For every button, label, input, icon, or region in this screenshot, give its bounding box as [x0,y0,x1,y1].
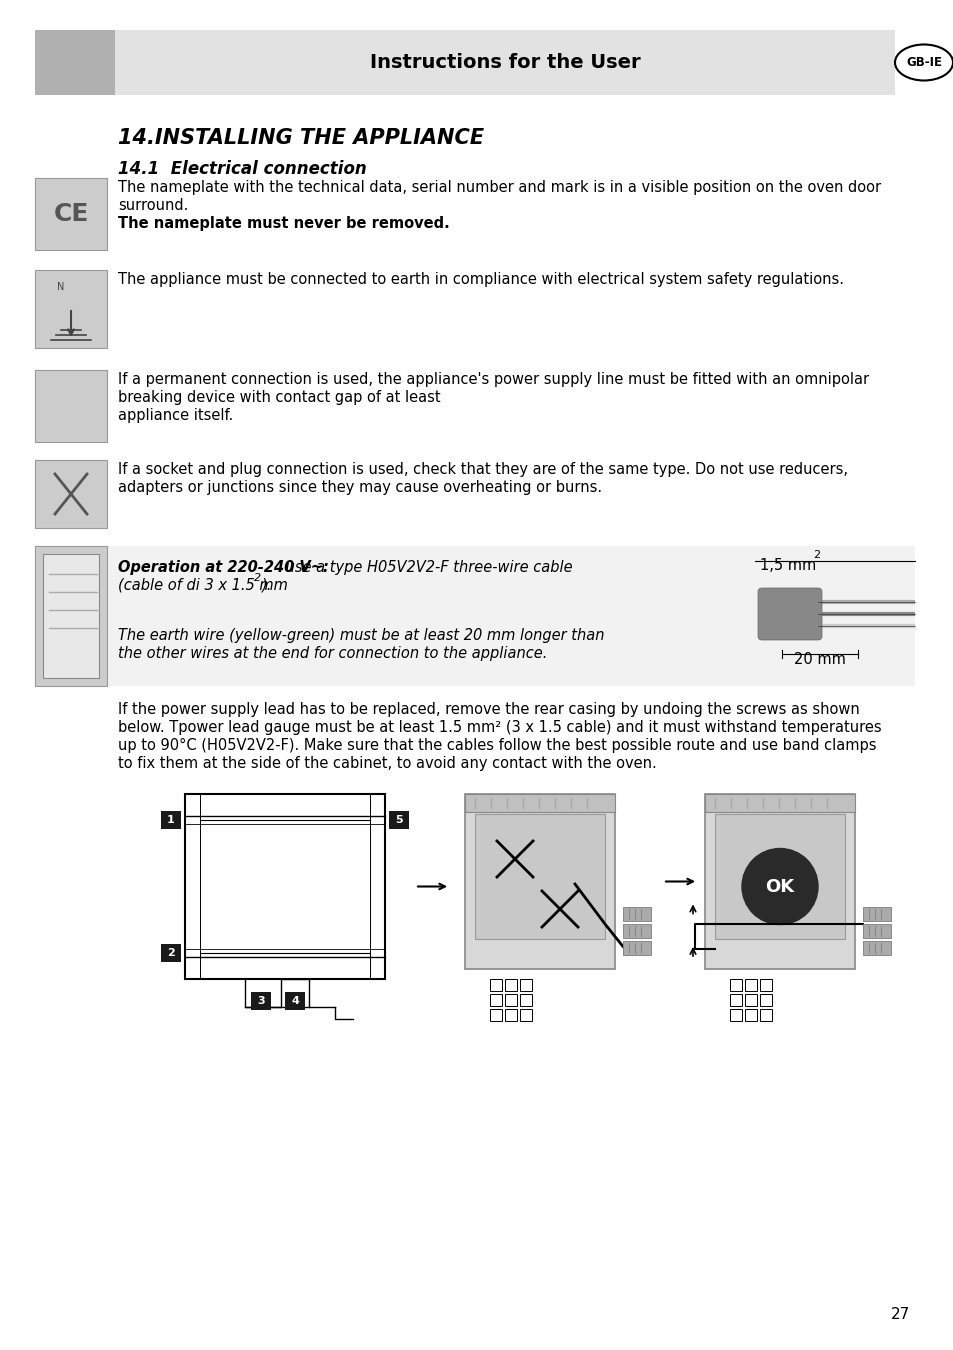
Bar [490,1008,501,1021]
Bar [862,923,890,938]
Text: ).: ). [261,578,272,593]
Text: 1,5 mm: 1,5 mm [760,558,816,572]
Ellipse shape [894,45,952,81]
Bar [35,30,115,95]
Text: appliance itself.: appliance itself. [118,408,233,423]
Bar [251,992,271,1010]
Text: 1: 1 [167,815,174,825]
Text: 3: 3 [257,996,265,1006]
Text: If a socket and plug connection is used, check that they are of the same type. D: If a socket and plug connection is used,… [118,462,847,477]
Bar [43,378,99,433]
Bar [714,814,844,940]
Bar [35,460,107,528]
Bar [744,1008,757,1021]
Bar [161,811,181,829]
Text: 4: 4 [291,996,298,1006]
Text: The appliance must be connected to earth in compliance with electrical system sa: The appliance must be connected to earth… [118,271,843,288]
Bar [862,941,890,954]
Bar [729,1008,741,1021]
Bar [35,545,107,686]
Text: Operation at 220-240 V~:: Operation at 220-240 V~: [118,560,329,575]
Bar [704,794,854,969]
Text: up to 90°C (H05V2V2-F). Make sure that the cables follow the best possible route: up to 90°C (H05V2V2-F). Make sure that t… [118,738,876,753]
Bar [35,178,107,250]
Bar [729,979,741,991]
Text: 14.INSTALLING THE APPLIANCE: 14.INSTALLING THE APPLIANCE [118,128,483,148]
Bar [504,994,517,1006]
Text: use a type H05V2V2-F three-wire cable: use a type H05V2V2-F three-wire cable [281,560,572,575]
Bar [43,554,99,678]
Bar [862,907,890,921]
Bar [35,545,914,686]
Bar [744,994,757,1006]
Text: CE: CE [53,202,89,225]
Text: If the power supply lead has to be replaced, remove the rear casing by undoing t: If the power supply lead has to be repla… [118,702,859,717]
Bar [622,923,650,938]
Bar [760,979,771,991]
Bar [490,994,501,1006]
Text: N: N [57,282,65,292]
Bar [43,282,99,298]
Bar [464,794,615,969]
Text: 5: 5 [395,815,402,825]
Bar [464,794,615,811]
Bar [115,30,894,95]
Text: to fix them at the side of the cabinet, to avoid any contact with the oven.: to fix them at the side of the cabinet, … [118,756,656,771]
Bar [475,814,604,940]
Bar [729,994,741,1006]
Bar [760,1008,771,1021]
Text: The earth wire (yellow-green) must be at least 20 mm longer than: The earth wire (yellow-green) must be at… [118,628,604,643]
Bar [704,794,854,811]
Text: adapters or junctions since they may cause overheating or burns.: adapters or junctions since they may cau… [118,481,601,495]
Bar [622,941,650,954]
Bar [519,979,532,991]
Text: 27: 27 [890,1307,909,1322]
Text: If a permanent connection is used, the appliance's power supply line must be fit: If a permanent connection is used, the a… [118,373,868,387]
Text: 2: 2 [167,948,174,958]
Bar [161,944,181,963]
Bar [744,979,757,991]
Bar [519,1008,532,1021]
Bar [35,370,107,441]
Bar [490,979,501,991]
Bar [185,794,385,979]
Bar [622,907,650,921]
Text: below. Tpower lead gauge must be at least 1.5 mm² (3 x 1.5 cable) and it must wi: below. Tpower lead gauge must be at leas… [118,720,881,734]
Circle shape [741,849,817,925]
Text: 14.1  Electrical connection: 14.1 Electrical connection [118,161,366,178]
Text: The nameplate must never be removed.: The nameplate must never be removed. [118,216,449,231]
Bar [35,270,107,348]
Text: 2: 2 [812,549,820,560]
Text: 20 mm: 20 mm [793,652,845,667]
Text: The nameplate with the technical data, serial number and mark is in a visible po: The nameplate with the technical data, s… [118,180,881,194]
Bar [504,1008,517,1021]
Text: surround.: surround. [118,198,188,213]
Text: 2: 2 [253,572,260,583]
Bar [504,979,517,991]
Text: Instructions for the User: Instructions for the User [370,53,639,72]
Bar [285,992,305,1010]
Text: (cable of di 3 x 1.5 mm: (cable of di 3 x 1.5 mm [118,578,288,593]
Text: breaking device with contact gap of at least: breaking device with contact gap of at l… [118,390,445,405]
Text: OK: OK [764,878,794,895]
FancyBboxPatch shape [758,589,821,640]
Bar [519,994,532,1006]
Bar [389,811,409,829]
Bar [760,994,771,1006]
Text: the other wires at the end for connection to the appliance.: the other wires at the end for connectio… [118,647,547,662]
Text: GB-IE: GB-IE [905,55,941,69]
